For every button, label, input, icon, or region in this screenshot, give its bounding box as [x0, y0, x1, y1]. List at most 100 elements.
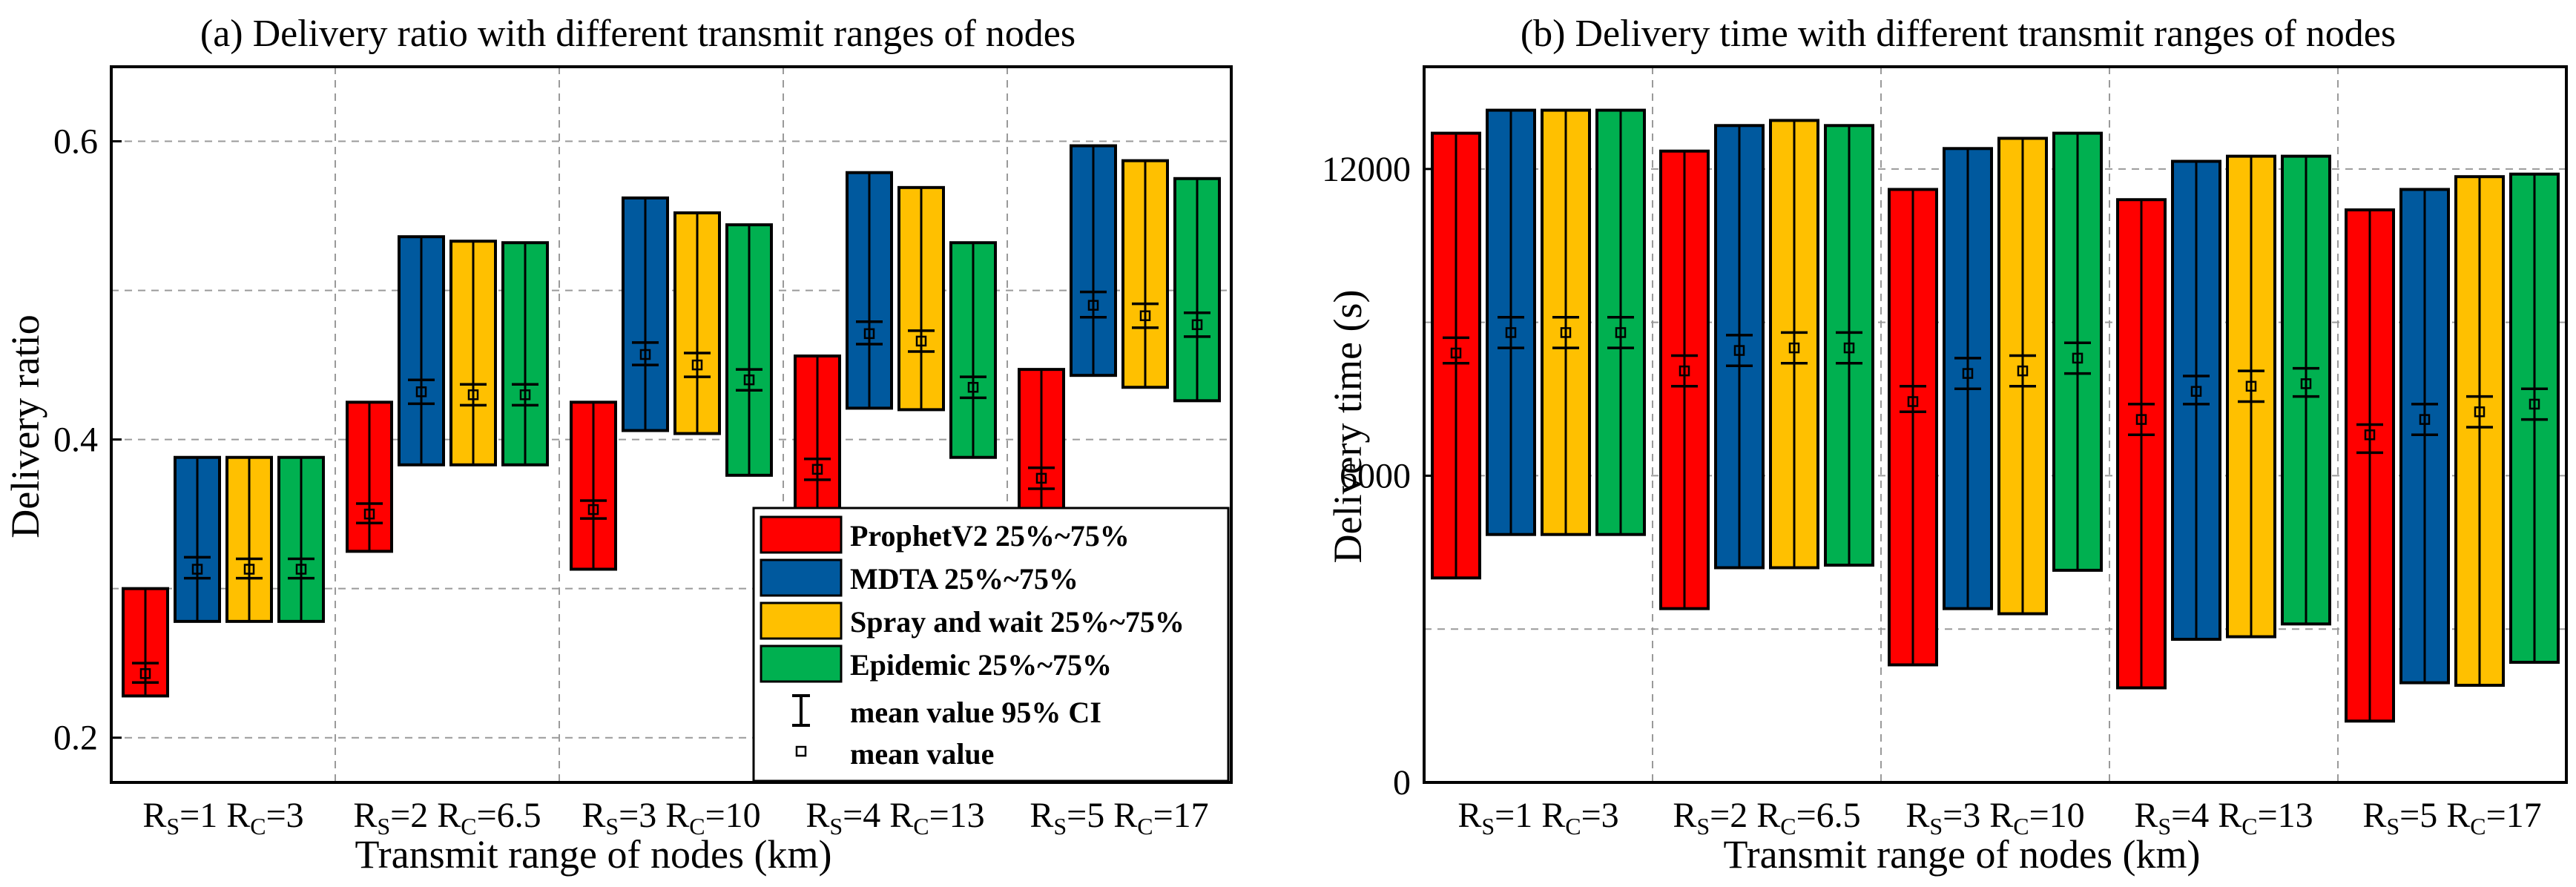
ci-mdta-5-b	[2411, 403, 2438, 437]
legend-swatch-mdta	[760, 558, 843, 597]
legend-ci-marker	[792, 694, 810, 727]
x-axis-label-a: Transmit range of nodes (km)	[355, 832, 832, 877]
ci-mdta-4-a	[856, 320, 883, 346]
ci-mdta-3-a	[632, 341, 659, 366]
ci-spray-and-wait-4-b	[2238, 369, 2264, 403]
mean-spray-and-wait-4-a	[915, 335, 927, 347]
ci-mdta-5-a	[1080, 290, 1107, 319]
x-tick-label: RS=3 RC=10	[1905, 796, 2084, 840]
mean-spray-and-wait-4-b	[2245, 380, 2257, 392]
ci-mdta-2-a	[408, 378, 435, 406]
mean-mdta-1-b	[1505, 327, 1517, 338]
ci-spray-and-wait-4-a	[908, 329, 935, 353]
ci-epidemic-1-b	[1607, 316, 1634, 349]
x-tick-label: RS=2 RC=6.5	[353, 796, 541, 840]
legend-swatch-prophetv2	[760, 515, 843, 554]
legend-label-spray-and-wait: Spray and wait 25%~75%	[850, 605, 1185, 639]
mean-prophetv2-1-b	[1450, 347, 1462, 359]
ci-mdta-1-b	[1498, 316, 1524, 349]
x-tick-label: RS=1 RC=3	[1457, 796, 1618, 840]
legend-mean-marker	[795, 745, 807, 757]
ci-prophetv2-5-a	[1028, 466, 1055, 490]
legend-label-epidemic: Epidemic 25%~75%	[850, 648, 1112, 682]
mean-mdta-5-a	[1087, 300, 1099, 311]
mean-epidemic-5-b	[2529, 398, 2540, 410]
ci-prophetv2-1-a	[132, 662, 159, 685]
y-tick-label: 6000	[1340, 456, 1411, 495]
mean-prophetv2-4-a	[811, 464, 823, 475]
y-axis-label-a: Delivery ratio	[3, 314, 47, 538]
x-tick-label: RS=3 RC=10	[582, 796, 760, 840]
mean-spray-and-wait-2-b	[1788, 342, 1800, 354]
mean-spray-and-wait-1-b	[1560, 327, 1572, 338]
mean-epidemic-4-a	[967, 381, 979, 393]
legend-swatch-spray-and-wait	[760, 601, 843, 640]
ci-spray-and-wait-1-b	[1552, 316, 1579, 349]
x-tick-label: RS=1 RC=3	[142, 796, 303, 840]
plot-area-b: 0 6000 12000 RS=1 RC=3 RS=2 RC=6.5 RS=3 RC=10…	[1322, 67, 2566, 840]
mean-prophetv2-3-a	[587, 504, 599, 515]
x-tick-label: RS=2 RC=6.5	[1673, 796, 1860, 840]
chart-title-a: (a) Delivery ratio with different transm…	[200, 13, 1075, 55]
ci-epidemic-4-a	[960, 375, 986, 400]
y-axis-label-b: Delivery time (s)	[1325, 290, 1370, 564]
mean-epidemic-3-b	[2072, 352, 2083, 364]
plot-frame-a	[110, 65, 1233, 784]
ci-spray-and-wait-5-a	[1132, 302, 1159, 329]
ci-mdta-1-a	[184, 555, 211, 580]
ci-epidemic-2-b	[1836, 331, 1862, 365]
ci-epidemic-5-b	[2521, 387, 2548, 421]
chart-title-b: (b) Delivery time with different transmi…	[1521, 13, 2396, 55]
mean-mdta-2-a	[415, 386, 427, 398]
mean-mdta-5-b	[2419, 414, 2431, 425]
ci-spray-and-wait-3-a	[684, 352, 711, 378]
mean-prophetv2-2-b	[1679, 365, 1690, 377]
plot-frame-b	[1423, 65, 2568, 784]
legend-item-ci: mean value 95% CI	[792, 694, 1101, 729]
y-tick-label: 0.4	[53, 421, 98, 460]
plot-area-a: 0.2 0.4 0.6 RS=1 RC=3 RS=2 RC=6.5 RS=3 RC=10 R…	[53, 67, 1231, 840]
panel-delivery-time: (b) Delivery time with different transmi…	[1322, 13, 2568, 877]
mean-mdta-2-b	[1733, 345, 1745, 356]
mean-epidemic-1-a	[295, 564, 307, 575]
mean-spray-and-wait-5-b	[2474, 406, 2486, 418]
mean-epidemic-2-b	[1843, 342, 1855, 354]
ci-mdta-2-b	[1726, 334, 1753, 367]
mean-spray-and-wait-3-b	[2017, 365, 2029, 377]
ci-mdta-3-b	[1954, 357, 1981, 390]
y-tick-label: 0	[1393, 763, 1411, 802]
legend: ProphetV2 25%~75% MDTA 25%~75% Spray and…	[752, 507, 1230, 782]
x-tick-label: RS=4 RC=13	[806, 796, 984, 840]
mean-prophetv2-5-b	[2364, 429, 2376, 441]
ci-epidemic-4-b	[2293, 366, 2319, 398]
ci-prophetv2-4-b	[2128, 403, 2155, 437]
mean-mdta-3-b	[1962, 368, 1974, 379]
x-tick-label: RS=5 RC=17	[2362, 796, 2541, 840]
mean-epidemic-5-a	[1191, 319, 1203, 331]
legend-item-prophetv2: ProphetV2 25%~75%	[760, 515, 1130, 554]
mean-prophetv2-3-b	[1907, 396, 1919, 407]
x-tick-label: RS=4 RC=13	[2134, 796, 2313, 840]
mean-epidemic-4-b	[2300, 378, 2312, 389]
ci-spray-and-wait-1-a	[236, 557, 263, 580]
legend-label-mean: mean value	[850, 737, 994, 771]
y-tick-label: 12000	[1322, 150, 1411, 189]
y-tick-label: 0.6	[53, 122, 98, 162]
mean-spray-and-wait-1-a	[243, 564, 255, 575]
mean-epidemic-2-a	[519, 389, 531, 400]
legend-item-mdta: MDTA 25%~75%	[760, 558, 1078, 597]
y-tick-label: 0.2	[53, 719, 98, 758]
ci-mdta-4-b	[2183, 375, 2210, 406]
x-tick-label: RS=5 RC=17	[1030, 796, 1208, 840]
ci-prophetv2-1-b	[1443, 336, 1469, 365]
mean-mdta-4-a	[863, 328, 875, 340]
mean-prophetv2-4-b	[2135, 414, 2147, 425]
mean-spray-and-wait-3-a	[691, 359, 703, 371]
mean-mdta-3-a	[639, 349, 651, 360]
mean-spray-and-wait-5-a	[1139, 310, 1151, 321]
ci-epidemic-1-a	[288, 557, 314, 580]
legend-label-mdta: MDTA 25%~75%	[850, 562, 1078, 596]
legend-label-ci: mean value 95% CI	[850, 696, 1101, 729]
mean-prophetv2-1-a	[139, 667, 151, 679]
